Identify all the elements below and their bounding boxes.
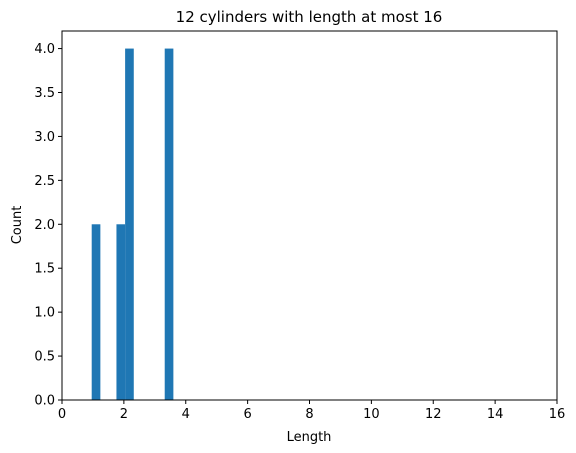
y-tick-label-0: 0.0 — [34, 394, 55, 409]
x-tick-label-1: 2 — [120, 407, 128, 422]
histogram-bar-2 — [125, 48, 134, 400]
y-tick-label-6: 3.0 — [34, 130, 55, 145]
x-tick-label-0: 0 — [58, 407, 66, 422]
x-tick-label-5: 10 — [363, 407, 380, 422]
x-tick-label-2: 4 — [182, 407, 190, 422]
plot-frame — [61, 30, 558, 401]
x-axis-label: Length — [287, 430, 332, 445]
y-axis-ticks: 0.0 0.5 1.0 1.5 2.0 2.5 3.0 3.5 4.0 — [34, 42, 62, 409]
y-tick-label-5: 2.5 — [34, 174, 55, 189]
x-tick-label-8: 16 — [549, 407, 566, 422]
y-tick-label-8: 4.0 — [34, 42, 55, 57]
x-axis-ticks: 0 2 4 6 8 10 12 14 16 — [58, 400, 565, 422]
y-tick-label-2: 1.0 — [34, 306, 55, 321]
x-tick-label-3: 6 — [243, 407, 251, 422]
x-tick-label-7: 14 — [487, 407, 504, 422]
histogram-bar-0 — [91, 224, 101, 400]
y-axis-label: Count — [10, 206, 25, 245]
y-tick-label-4: 2.0 — [34, 218, 55, 233]
x-tick-label-4: 8 — [305, 407, 313, 422]
histogram-bar-1 — [116, 224, 126, 400]
y-tick-label-7: 3.5 — [34, 86, 55, 101]
y-tick-label-1: 0.5 — [34, 350, 55, 365]
histogram-bar-3 — [164, 48, 174, 400]
x-tick-label-6: 12 — [425, 407, 442, 422]
chart-title: 12 cylinders with length at most 16 — [176, 8, 443, 26]
bars-group — [91, 48, 174, 400]
y-tick-label-3: 1.5 — [34, 262, 55, 277]
